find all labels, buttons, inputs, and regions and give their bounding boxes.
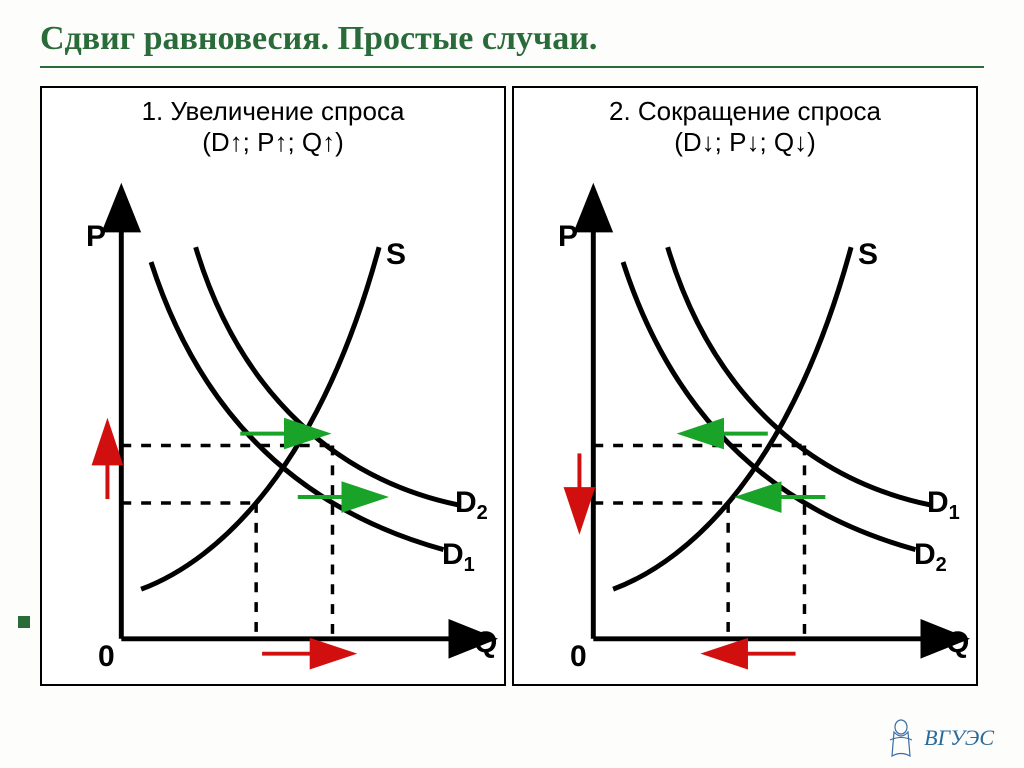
title-underline: Сдвиг равновесия. Простые случаи. bbox=[40, 20, 984, 68]
label-p: P bbox=[86, 220, 106, 254]
page-title: Сдвиг равновесия. Простые случаи. bbox=[40, 20, 984, 58]
panel1-chart bbox=[42, 88, 504, 684]
label-q: Q bbox=[946, 626, 969, 660]
demand-curve-d2 bbox=[623, 262, 915, 550]
supply-curve bbox=[613, 247, 851, 589]
label-d1: D1 bbox=[442, 538, 475, 577]
demand-curve-d1 bbox=[151, 262, 443, 550]
logo-icon bbox=[884, 718, 918, 758]
label-d1: D1 bbox=[927, 486, 960, 525]
label-origin: 0 bbox=[570, 640, 587, 674]
label-s: S bbox=[858, 238, 878, 272]
label-p: P bbox=[558, 220, 578, 254]
demand-curve-d2 bbox=[196, 247, 459, 505]
label-d2: D2 bbox=[455, 486, 488, 525]
label-q: Q bbox=[474, 626, 497, 660]
panels-row: 1. Увеличение спроса (D↑; P↑; Q↑) bbox=[40, 86, 984, 686]
panel-increase-demand: 1. Увеличение спроса (D↑; P↑; Q↑) bbox=[40, 86, 506, 686]
label-origin: 0 bbox=[98, 640, 115, 674]
logo: ВГУЭС bbox=[884, 718, 994, 758]
panel2-chart bbox=[514, 88, 976, 684]
label-d2: D2 bbox=[914, 538, 947, 577]
panel-decrease-demand: 2. Сокращение спроса (D↓; P↓; Q↓) bbox=[512, 86, 978, 686]
logo-text: ВГУЭС bbox=[924, 725, 994, 751]
demand-curve-d1 bbox=[668, 247, 931, 505]
supply-curve bbox=[141, 247, 379, 589]
slide-bullet-icon bbox=[18, 616, 30, 628]
label-s: S bbox=[386, 238, 406, 272]
